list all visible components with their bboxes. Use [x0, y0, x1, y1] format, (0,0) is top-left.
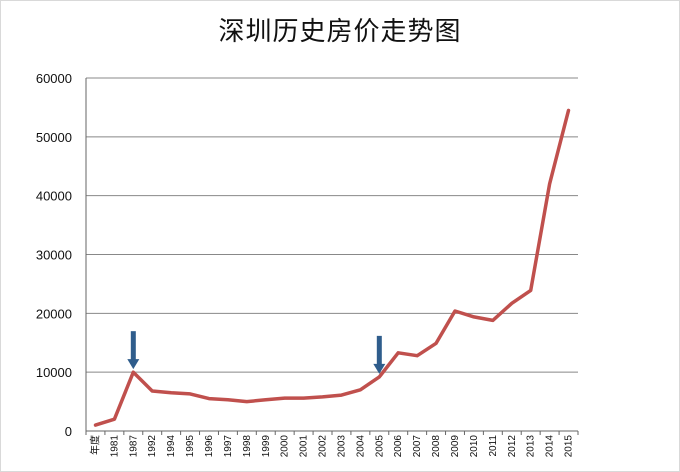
x-tick-label: 1995 — [185, 435, 196, 458]
x-tick-label: 年度 — [88, 435, 101, 455]
y-tick-label: 40000 — [36, 189, 72, 204]
y-tick-label: 30000 — [36, 248, 72, 263]
series-0-line — [93, 108, 571, 427]
grid-lines — [85, 77, 579, 435]
x-tick-label: 2000 — [280, 435, 291, 458]
x-tick-label: 1997 — [223, 435, 234, 458]
x-tick-label: 2004 — [355, 435, 366, 458]
y-tick-label: 60000 — [36, 71, 72, 86]
x-tick-label: 2010 — [469, 435, 480, 458]
x-tick-label: 1992 — [147, 435, 158, 458]
y-tick-label: 10000 — [36, 365, 72, 380]
x-tick-label: 1999 — [261, 435, 272, 458]
x-tick-label: 2009 — [450, 435, 461, 458]
y-tick-label: 50000 — [36, 130, 72, 145]
x-tick-label: 2002 — [318, 435, 329, 458]
x-tick-label: 1981 — [109, 435, 120, 458]
x-tick-label: 1998 — [242, 435, 253, 458]
y-tick-label: 20000 — [36, 306, 72, 321]
x-tick-label: 2003 — [336, 435, 347, 458]
y-tick-label: 0 — [65, 424, 72, 439]
chart-title: 深圳历史房价走势图 — [218, 17, 462, 47]
x-tick-label: 2008 — [431, 435, 442, 458]
annotation-arrows — [127, 331, 386, 374]
annotation-arrow — [373, 335, 386, 374]
x-tick-label: 2012 — [507, 435, 518, 458]
x-tick-label: 2013 — [526, 435, 537, 458]
x-tick-label: 2005 — [374, 435, 385, 458]
y-tick-labels: 0 10000 20000 30000 40000 50000 60000 — [36, 71, 72, 439]
x-tick-label: 2011 — [488, 435, 499, 457]
annotation-arrow — [127, 331, 140, 370]
x-tick-label: 1987 — [128, 435, 139, 458]
x-tick-label: 2015 — [564, 435, 575, 458]
x-tick-label: 2006 — [393, 435, 404, 458]
x-tick-label: 1996 — [204, 435, 215, 458]
x-tick-label: 1994 — [166, 435, 177, 458]
x-tick-label: 2014 — [545, 435, 556, 458]
series-line — [93, 108, 571, 427]
x-tick-label: 2001 — [299, 435, 310, 458]
x-tick-labels: 年度 1981 1987 1992 1994 1995 1996 1997 1998 1999 20… — [88, 435, 574, 458]
x-tick-label: 2007 — [412, 435, 423, 458]
